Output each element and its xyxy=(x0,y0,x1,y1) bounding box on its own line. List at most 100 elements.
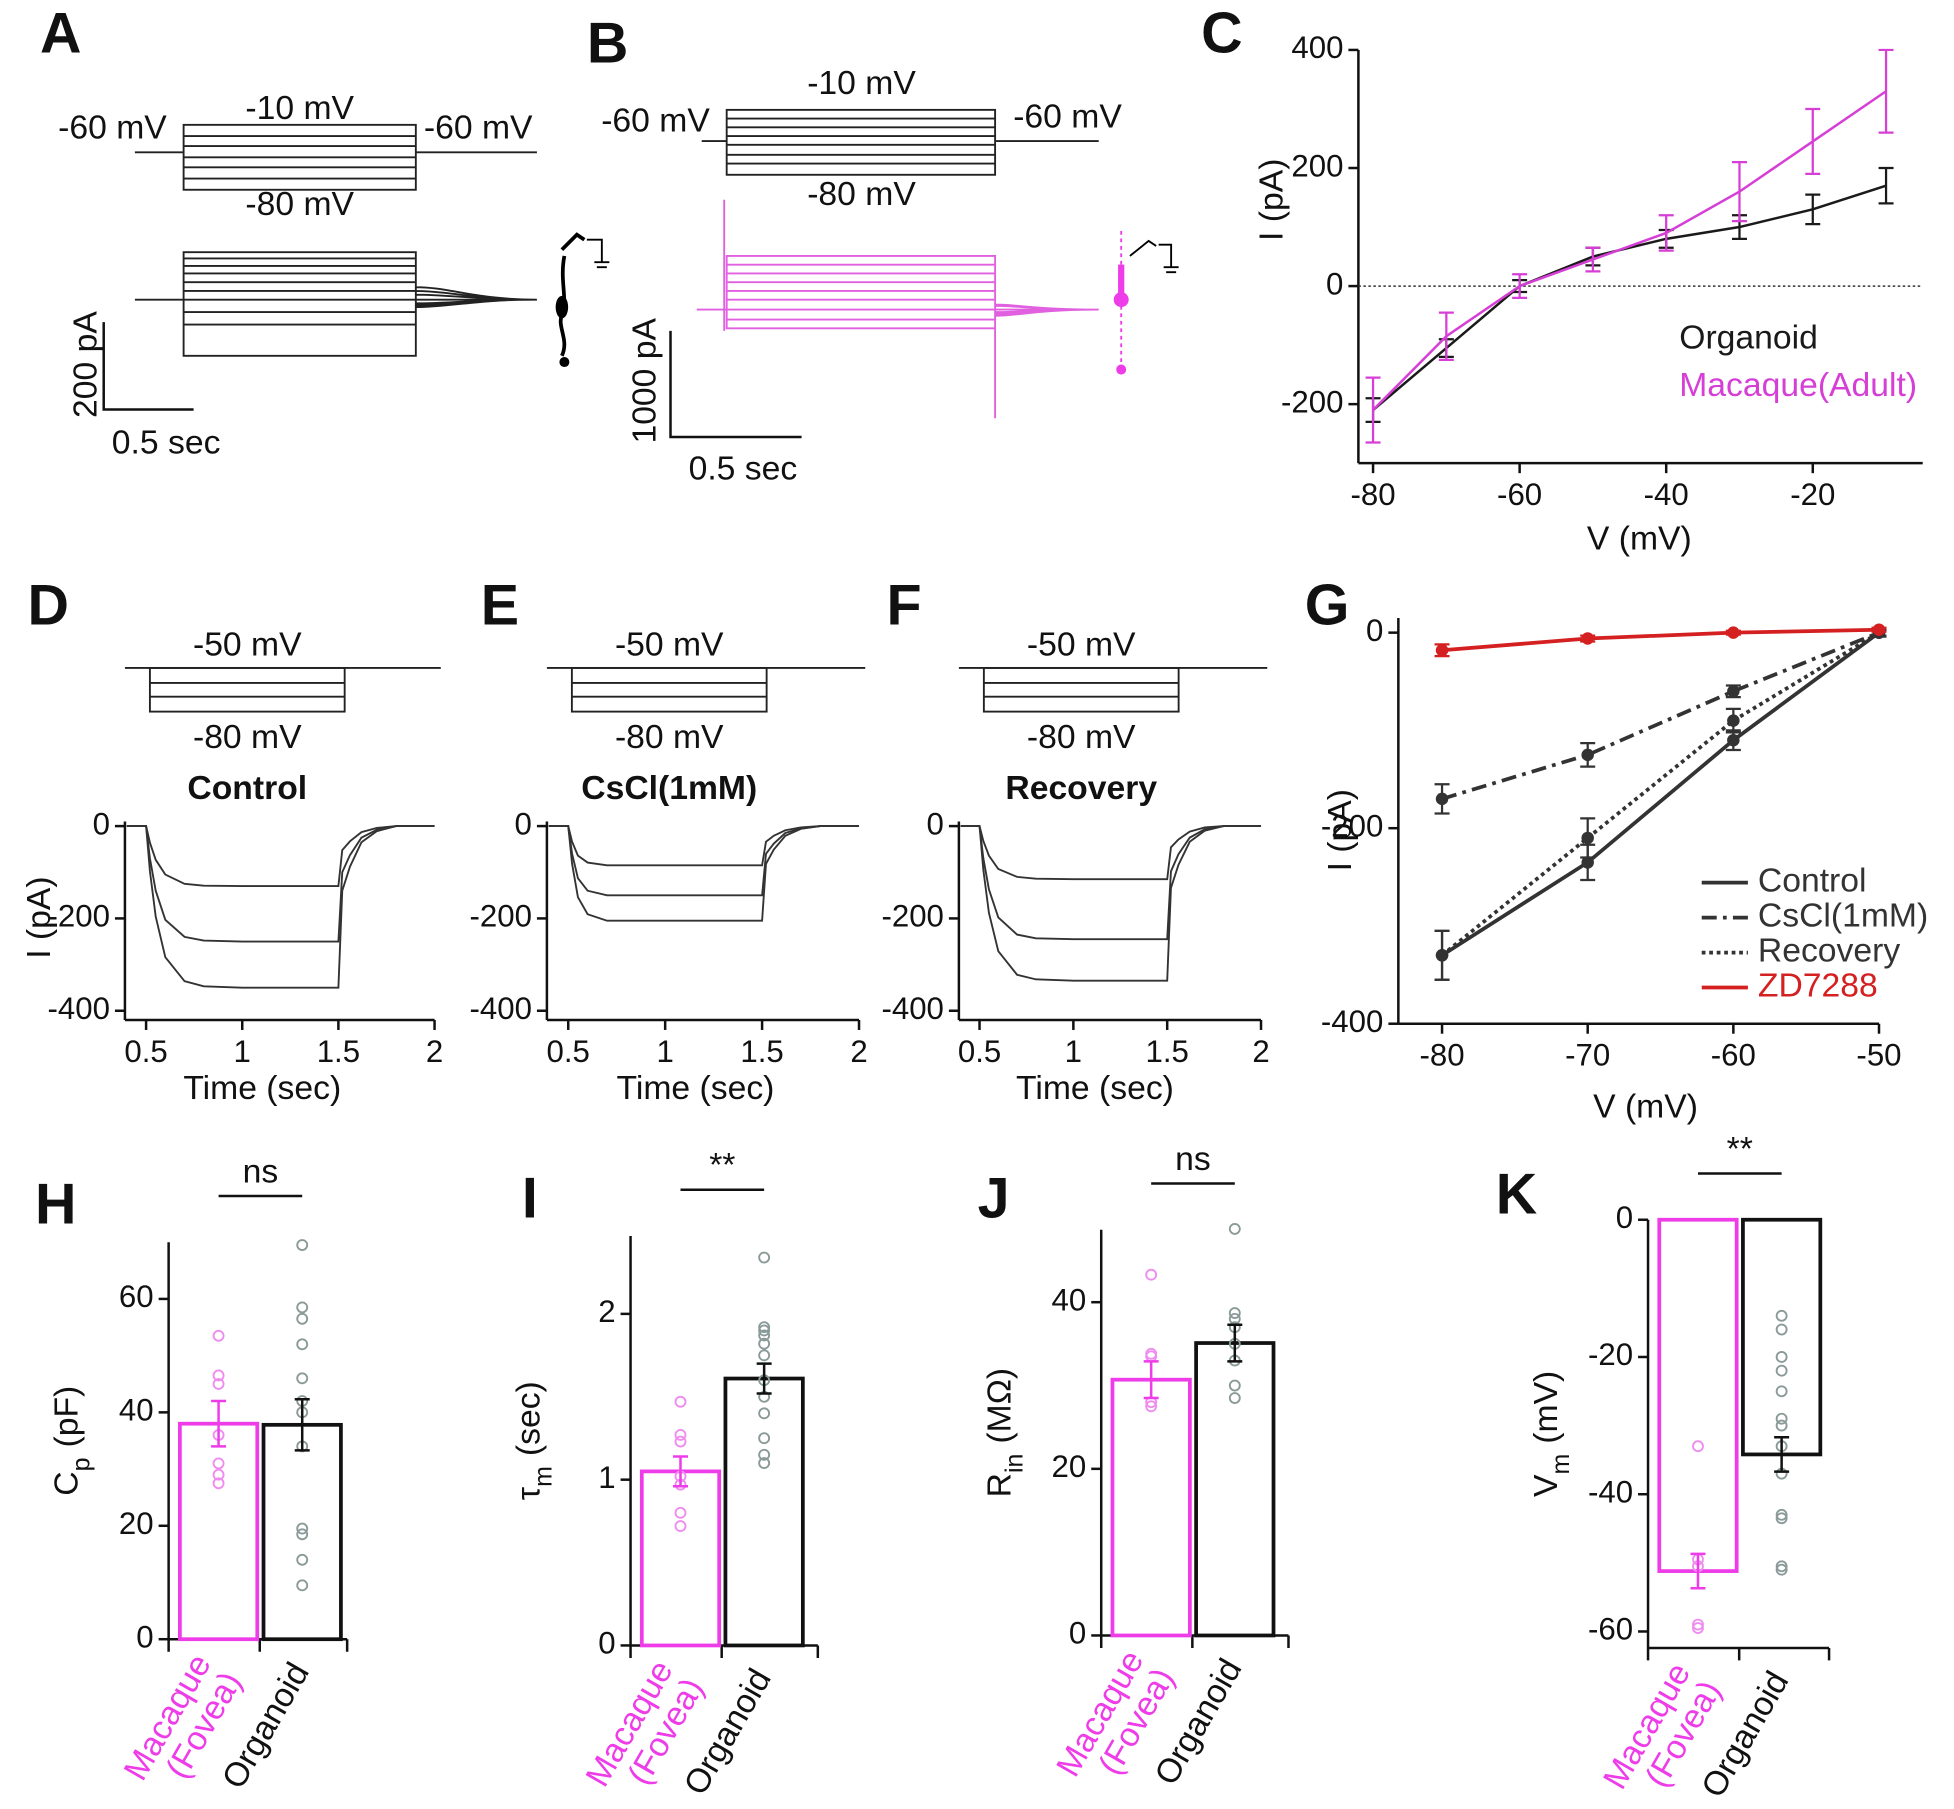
data-point xyxy=(1775,1351,1788,1363)
series-line xyxy=(126,825,435,989)
y-tick-label: -200 xyxy=(469,899,531,934)
error-bar xyxy=(1438,311,1454,361)
y-tick-label: 0 xyxy=(93,806,110,841)
marker xyxy=(1727,714,1740,727)
data-point xyxy=(758,1448,771,1461)
data-point xyxy=(212,1468,225,1481)
error-bar xyxy=(1658,214,1674,252)
error-bar xyxy=(1690,1552,1706,1590)
error-bar xyxy=(1585,246,1601,273)
y-axis-label: Rin (MΩ) xyxy=(980,1368,1028,1497)
legend-label: Macaque(Adult) xyxy=(1679,366,1917,404)
series-line xyxy=(1440,631,1880,957)
marker xyxy=(1727,733,1740,747)
x-tick-label: 0.5 xyxy=(547,1034,590,1069)
marker xyxy=(1872,623,1886,636)
x-axis-label: V (mV) xyxy=(1587,519,1692,557)
panel-label: F xyxy=(886,573,921,637)
data-point xyxy=(758,1337,771,1350)
data-point xyxy=(1692,1440,1704,1453)
data-point xyxy=(212,1457,225,1470)
data-point xyxy=(212,1477,225,1490)
error-bar xyxy=(1365,376,1381,444)
error-bar xyxy=(1143,1360,1159,1400)
y-axis-label-symbol: τ xyxy=(510,1486,548,1500)
y-tick-label: 20 xyxy=(1052,1449,1087,1484)
data-point xyxy=(674,1435,687,1448)
data-point xyxy=(674,1428,687,1441)
scale-label: 1000 pA xyxy=(626,317,664,443)
y-tick-label: 0 xyxy=(515,806,532,841)
panel-label: I xyxy=(522,1166,538,1230)
legend-label: ZD7288 xyxy=(1758,966,1878,1004)
x-tick-label: 2 xyxy=(850,1034,867,1069)
protocol xyxy=(570,666,768,713)
voltage-label: -10 mV xyxy=(807,64,916,102)
y-tick-label: -40 xyxy=(1588,1474,1633,1509)
protocol xyxy=(982,666,1180,713)
data-point xyxy=(1775,1563,1788,1576)
data-point xyxy=(758,1251,771,1264)
cell-icon xyxy=(1113,292,1129,308)
series-line xyxy=(1372,90,1887,411)
panel-label: A xyxy=(40,2,81,66)
x-tick-label: 1.5 xyxy=(1145,1034,1188,1069)
series-line xyxy=(126,825,435,943)
series-line xyxy=(1441,630,1880,801)
x-tick-label: 2 xyxy=(1252,1034,1269,1069)
y-tick-label: 0 xyxy=(598,1626,615,1661)
data-point xyxy=(1775,1309,1788,1322)
error-bar xyxy=(1227,1323,1243,1363)
y-axis-label: Vm (mV) xyxy=(1527,1371,1575,1497)
y-axis-label-unit: (pF) xyxy=(48,1386,86,1448)
y-tick-label: 40 xyxy=(1052,1282,1087,1317)
x-tick-label: -80 xyxy=(1351,477,1396,512)
y-tick-label: 0 xyxy=(136,1619,153,1654)
data-point xyxy=(212,1378,225,1390)
x-axis-label: Time (sec) xyxy=(1016,1069,1174,1107)
scale-label: 200 pA xyxy=(66,311,104,418)
marker xyxy=(1435,949,1449,962)
series-line xyxy=(548,825,860,897)
x-tick-label: 1 xyxy=(656,1034,673,1069)
error-bar xyxy=(756,1362,772,1395)
marker xyxy=(1435,792,1449,806)
voltage-label: -50 mV xyxy=(193,626,302,664)
x-tick-label: -60 xyxy=(1711,1038,1756,1073)
data-point xyxy=(296,1301,309,1314)
y-axis-label-subscript: p xyxy=(67,1457,95,1471)
y-axis-label-unit: (mV) xyxy=(1527,1371,1565,1444)
x-tick-label: -50 xyxy=(1856,1038,1901,1073)
panel-label: G xyxy=(1305,573,1350,637)
marker xyxy=(1435,644,1449,657)
x-tick-label: 0.5 xyxy=(124,1034,167,1069)
x-tick-label: 1 xyxy=(1065,1034,1082,1069)
error-bar xyxy=(294,1398,310,1452)
voltage-label: -80 mV xyxy=(1027,718,1136,756)
y-tick-label: -200 xyxy=(1321,808,1383,843)
y-axis-label: I (pA) xyxy=(20,876,58,958)
scale-label: 0.5 sec xyxy=(689,450,798,488)
y-tick-label: -200 xyxy=(881,899,943,934)
panel-label: D xyxy=(28,573,69,637)
data-point xyxy=(758,1321,771,1334)
x-tick-label: -40 xyxy=(1644,477,1689,512)
y-tick-label: 0 xyxy=(1069,1616,1086,1651)
data-point xyxy=(1145,1400,1158,1413)
protocol xyxy=(148,666,346,713)
marker xyxy=(1581,831,1594,845)
data-point xyxy=(296,1338,309,1351)
data-point xyxy=(296,1239,309,1251)
panel-label: J xyxy=(978,1166,1010,1230)
data-point xyxy=(296,1528,309,1541)
electrode-icon xyxy=(586,238,610,269)
bar xyxy=(1741,1217,1823,1457)
cell-icon xyxy=(558,232,586,357)
data-point xyxy=(1692,1622,1704,1634)
marker xyxy=(1581,748,1594,762)
error-bar xyxy=(1512,273,1528,300)
x-axis-ticks xyxy=(629,1645,820,1658)
voltage-label: -80 mV xyxy=(245,185,354,223)
